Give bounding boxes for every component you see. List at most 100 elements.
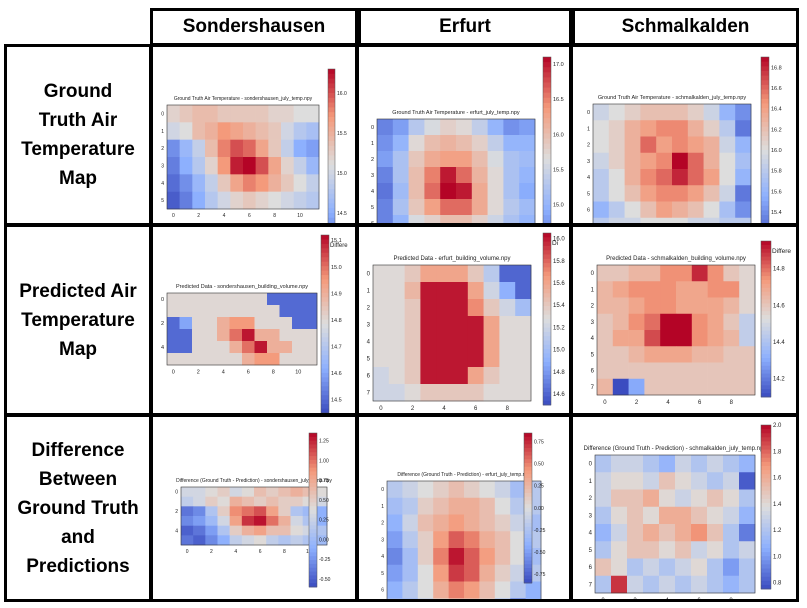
heatmap-cell [404, 282, 421, 300]
x-tick-label: 6 [474, 406, 478, 412]
heatmap-cell [417, 564, 434, 582]
heatmap-cell [723, 313, 740, 331]
heatmap-cell [433, 598, 449, 608]
colorbar-tick-label: 15.4 [553, 303, 565, 309]
heatmap-cell [452, 333, 469, 351]
colorbar-segment [328, 88, 335, 94]
row-label-line: Truth Air [38, 110, 118, 131]
heatmap-cell [217, 341, 230, 354]
heatmap-cell [205, 535, 218, 546]
colorbar-tick-label: -0.25 [534, 528, 546, 534]
heatmap-cell [404, 316, 421, 334]
colorbar-segment [543, 314, 551, 320]
colorbar-segment [321, 324, 329, 329]
heatmap-cell [179, 157, 193, 175]
heatmap-cell [402, 497, 419, 515]
heatmap-cell [627, 472, 644, 490]
colorbar-segment [543, 153, 551, 160]
row-label-line: Ground Truth [17, 497, 139, 519]
heatmap-cell [452, 367, 469, 385]
heatmap-cell [627, 575, 644, 594]
colorbar-segment [321, 270, 329, 276]
colorbar-segment [761, 159, 769, 165]
colorbar-segment [321, 301, 329, 307]
colorbar-frame [308, 432, 318, 588]
y-tick-label: 1 [589, 479, 593, 485]
heatmap-cell [254, 487, 267, 497]
heatmap-cell [167, 329, 180, 342]
heatmap-cell [703, 136, 720, 154]
heatmap-frame [596, 264, 756, 396]
colorbar-segment [761, 470, 771, 475]
heatmap-pred-erfurt: Predicted Data - erfurt_building_volume.… [367, 232, 565, 412]
colorbar-segment [524, 511, 532, 516]
colorbar-segment [543, 301, 551, 307]
colorbar-segment [761, 108, 769, 114]
heatmap-cell [281, 105, 294, 123]
colorbar-segment [761, 519, 771, 524]
colorbar-segment [543, 82, 551, 88]
colorbar-segment [321, 390, 329, 396]
heatmap-cell [499, 350, 516, 368]
colorbar-segment [761, 334, 771, 339]
colorbar-segment [761, 70, 769, 76]
colorbar-segment [543, 310, 551, 316]
heatmap-cell [494, 548, 511, 566]
heatmap-cell [417, 581, 434, 599]
heatmap-cell [278, 506, 291, 517]
colorbar-segment [543, 102, 551, 109]
heatmap-cell [707, 362, 724, 380]
heatmap-cell [254, 353, 268, 366]
heatmap-cell [388, 316, 405, 334]
colorbar-segment [328, 112, 335, 118]
heatmap-cell [628, 265, 645, 282]
colorbar-tick-label: 14.6 [331, 371, 342, 377]
y-tick-label: 6 [587, 208, 590, 214]
heatmap-cell [456, 183, 473, 200]
heatmap-cell [306, 174, 320, 192]
colorbar-segment [761, 252, 771, 257]
heatmap-cell [440, 167, 457, 184]
x-tick-label: 0 [601, 598, 605, 599]
plot-cell-diff-erfurt: Difference (Ground Truth - Prediction) -… [356, 414, 572, 608]
x-tick-label: 2 [197, 213, 200, 219]
colorbar-tick-label: 14.9 [331, 291, 342, 297]
colorbar-segment [524, 496, 532, 501]
colorbar-segment [321, 408, 329, 414]
colorbar-tick-label: 0.00 [534, 506, 544, 512]
colorbar-segment [761, 145, 769, 151]
colorbar-tick-label: 15.8 [771, 169, 782, 175]
heatmap-cell [229, 487, 243, 497]
row-label-line: Predictions [26, 555, 130, 577]
heatmap-cell [217, 174, 231, 192]
heatmap-cell [519, 167, 536, 184]
heatmap-cell [494, 497, 511, 515]
colorbar-segment [761, 122, 769, 128]
heatmap-cell [739, 378, 756, 396]
colorbar-segment [761, 486, 771, 491]
row-header-ground-truth: Ground Truth Air Temperature Map [4, 44, 152, 226]
heatmap-cell [243, 122, 256, 140]
colorbar-segment [761, 385, 771, 390]
heatmap-cell [593, 120, 610, 137]
colorbar-tick-label: 1.0 [773, 554, 782, 560]
colorbar-segment [524, 459, 532, 464]
y-tick-label: 7 [367, 391, 371, 397]
colorbar-segment [328, 73, 335, 79]
colorbar-segment [524, 504, 532, 509]
colorbar-segment [309, 498, 317, 503]
colorbar-segment [524, 534, 532, 539]
heatmap-cell [167, 293, 180, 306]
heatmap-cell [266, 525, 279, 536]
heatmap-cell [739, 346, 756, 363]
colorbar-segment [761, 136, 769, 142]
heatmap-cell [719, 169, 736, 186]
colorbar-segment [328, 97, 335, 103]
colorbar-segment [543, 133, 551, 139]
heatmap-cell [691, 362, 708, 380]
colorbar-segment [321, 364, 329, 369]
y-tick-label: 3 [371, 173, 374, 179]
colorbar-segment [321, 386, 329, 392]
heatmap-cell [739, 455, 756, 473]
heatmap-cell [467, 299, 484, 317]
